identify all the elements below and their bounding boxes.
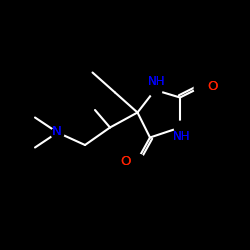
Text: N: N [52, 125, 61, 138]
Text: N: N [52, 125, 61, 138]
Text: NH: NH [148, 75, 165, 88]
Text: O: O [120, 155, 130, 168]
Text: O: O [207, 80, 218, 93]
Text: NH: NH [172, 130, 190, 143]
Text: NH: NH [148, 75, 165, 88]
Text: NH: NH [172, 130, 190, 143]
Text: O: O [207, 80, 218, 93]
Text: O: O [120, 155, 130, 168]
